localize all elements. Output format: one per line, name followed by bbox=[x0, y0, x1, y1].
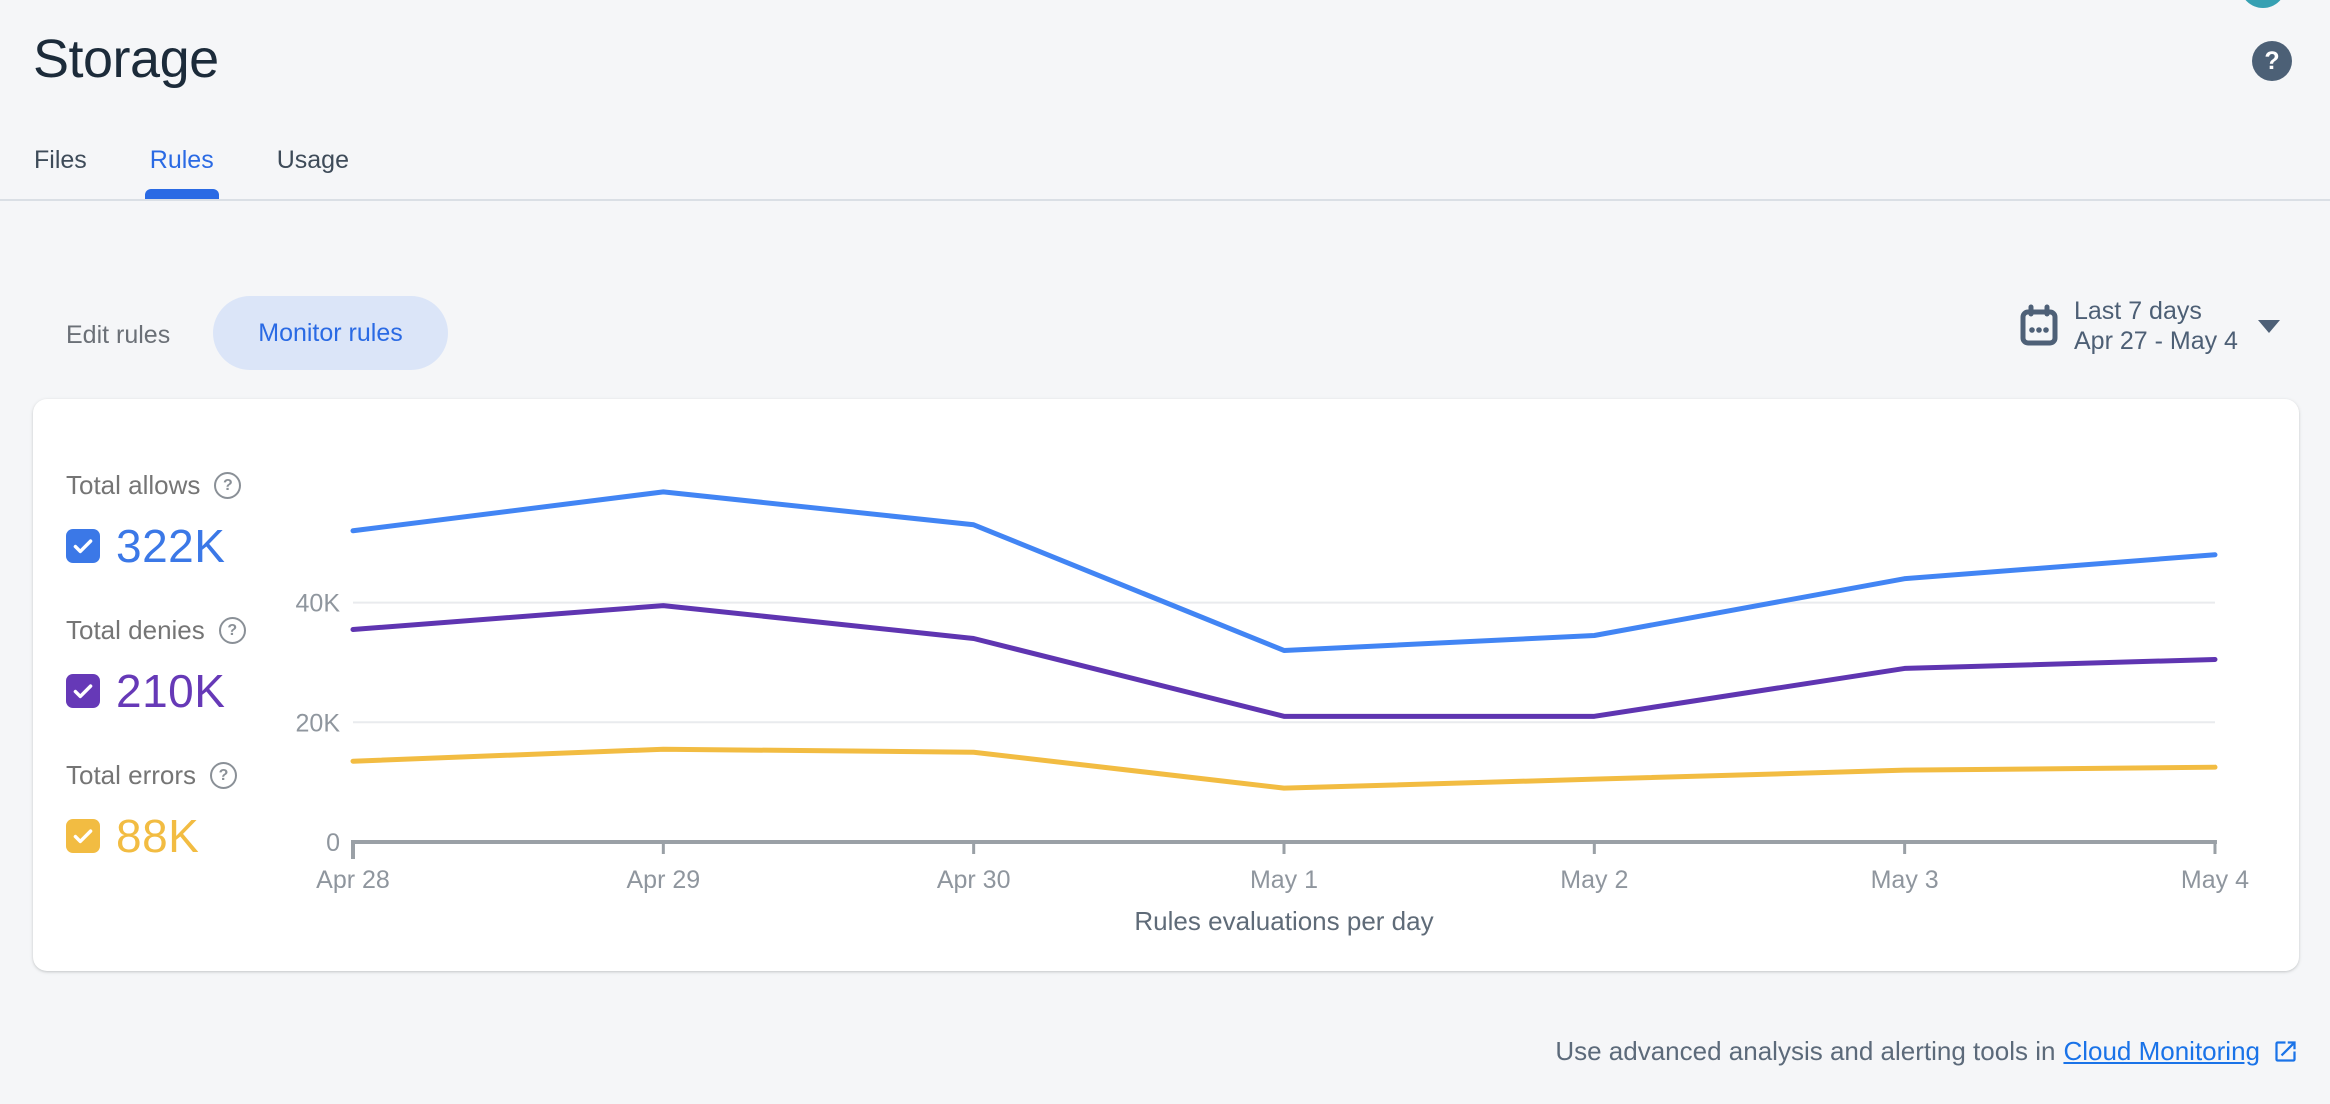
question-mark-icon: ? bbox=[2264, 46, 2280, 75]
y-tick-label: 40K bbox=[296, 590, 341, 618]
series-checkbox[interactable] bbox=[66, 529, 100, 563]
page-title: Storage bbox=[33, 29, 219, 89]
rules-evaluations-chart: Apr 28 Apr 29 Apr 30 May 1 May 2 May 3 May 4 0 2… bbox=[296, 489, 2249, 894]
legend-value: 88K bbox=[116, 810, 200, 862]
date-range-preset: Last 7 days bbox=[2074, 297, 2202, 325]
legend-total-denies: Total denies ? 210K bbox=[66, 615, 246, 718]
legend-label: Total allows bbox=[66, 470, 201, 500]
external-link-icon[interactable] bbox=[2272, 1038, 2299, 1065]
series-line-Total allows bbox=[350, 489, 2218, 653]
cloud-monitoring-link[interactable]: Cloud Monitoring bbox=[2063, 1036, 2260, 1066]
series-line-Total errors bbox=[350, 746, 2218, 791]
legend-label: Total errors bbox=[66, 760, 197, 790]
account-avatar[interactable] bbox=[2240, 0, 2286, 8]
series-line-Total denies bbox=[350, 603, 2218, 719]
checkmark-icon bbox=[73, 539, 93, 554]
chart-caption: Rules evaluations per day bbox=[1134, 906, 1434, 936]
checkmark-icon bbox=[73, 684, 93, 699]
edit-rules-button[interactable]: Edit rules bbox=[66, 321, 171, 349]
help-icon[interactable]: ? bbox=[210, 762, 238, 789]
x-tick-label: Apr 30 bbox=[937, 866, 1011, 894]
x-tick-label: May 3 bbox=[1871, 866, 1939, 894]
legend-total-allows: Total allows ? 322K bbox=[66, 470, 242, 573]
x-tick-label: May 2 bbox=[1560, 866, 1628, 894]
date-range-selector[interactable]: Last 7 days Apr 27 - May 4 bbox=[2020, 296, 2280, 356]
footer-note: Use advanced analysis and alerting tools… bbox=[1555, 1036, 2299, 1067]
x-tick-label: Apr 29 bbox=[626, 866, 700, 894]
help-icon[interactable]: ? bbox=[214, 472, 242, 499]
help-icon[interactable]: ? bbox=[218, 617, 246, 644]
help-button[interactable]: ? bbox=[2252, 41, 2292, 81]
series-checkbox[interactable] bbox=[66, 674, 100, 708]
tab-rules[interactable]: Rules bbox=[144, 147, 219, 199]
calendar-icon bbox=[2020, 304, 2058, 346]
legend-value: 322K bbox=[116, 520, 226, 572]
date-range-value: Apr 27 - May 4 bbox=[2074, 327, 2238, 355]
tab-usage[interactable]: Usage bbox=[276, 146, 349, 174]
tab-files[interactable]: Files bbox=[34, 146, 87, 174]
series-checkbox[interactable] bbox=[66, 819, 100, 853]
legend-label: Total denies bbox=[66, 615, 205, 645]
x-tick-label: Apr 28 bbox=[316, 866, 390, 894]
checkmark-icon bbox=[73, 829, 93, 844]
chevron-down-icon bbox=[2257, 319, 2280, 333]
y-tick-label: 0 bbox=[326, 829, 340, 857]
footer-text: Use advanced analysis and alerting tools… bbox=[1555, 1036, 2056, 1066]
tab-bar: Files Rules Usage bbox=[34, 146, 349, 199]
x-tick-label: May 4 bbox=[2181, 866, 2249, 894]
x-tick-label: May 1 bbox=[1250, 866, 1318, 894]
tabbar-divider bbox=[0, 199, 2330, 201]
monitor-rules-button[interactable]: Monitor rules bbox=[213, 296, 448, 370]
legend-value: 210K bbox=[116, 665, 226, 717]
y-tick-label: 20K bbox=[296, 709, 341, 737]
legend-total-errors: Total errors ? 88K bbox=[66, 760, 238, 863]
